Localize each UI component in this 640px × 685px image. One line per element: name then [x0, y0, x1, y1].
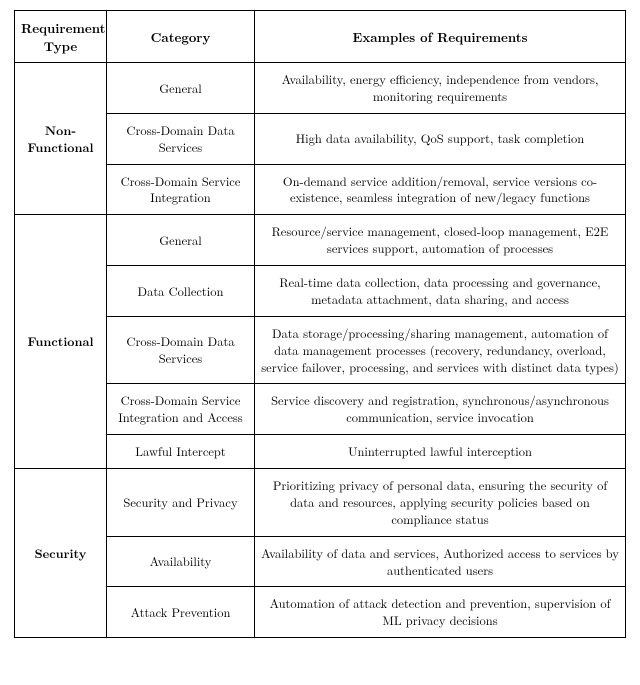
category-cell: Cross-Domain Service Integration and Acc…	[107, 384, 255, 435]
table-body: Non-Functional General Availability, ene…	[15, 63, 626, 638]
examples-cell: High data availability, QoS support, tas…	[255, 113, 626, 164]
category-cell: Security and Privacy	[107, 469, 255, 537]
type-cell-security: Security	[15, 469, 107, 638]
examples-cell: Prioritizing privacy of personal data, e…	[255, 469, 626, 537]
examples-cell: Resource/service management, closed-loop…	[255, 215, 626, 266]
category-cell: Cross-Domain Data Services	[107, 113, 255, 164]
category-cell: Attack Prevention	[107, 587, 255, 638]
table-row: Cross-Domain Service Integration On-dema…	[15, 164, 626, 215]
requirements-table-page: Requirement Type Category Examples of Re…	[0, 0, 640, 658]
examples-cell: Real-time data collection, data processi…	[255, 266, 626, 317]
examples-cell: Service discovery and registration, sync…	[255, 384, 626, 435]
col-header-type: Requirement Type	[15, 11, 107, 63]
category-cell: Availability	[107, 536, 255, 587]
table-header: Requirement Type Category Examples of Re…	[15, 11, 626, 63]
col-header-examples: Examples of Requirements	[255, 11, 626, 63]
category-cell: Lawful Intercept	[107, 435, 255, 469]
examples-cell: Data storage/processing/sharing manageme…	[255, 316, 626, 384]
examples-cell: Automation of attack detection and preve…	[255, 587, 626, 638]
table-row: Lawful Intercept Uninterrupted lawful in…	[15, 435, 626, 469]
examples-cell: On-demand service addition/removal, serv…	[255, 164, 626, 215]
category-cell: General	[107, 63, 255, 114]
table-row: Cross-Domain Data Services High data ava…	[15, 113, 626, 164]
category-cell: General	[107, 215, 255, 266]
table-row: Cross-Domain Data Services Data storage/…	[15, 316, 626, 384]
table-row: Data Collection Real-time data collectio…	[15, 266, 626, 317]
col-header-category: Category	[107, 11, 255, 63]
category-cell: Cross-Domain Data Services	[107, 316, 255, 384]
examples-cell: Uninterrupted lawful interception	[255, 435, 626, 469]
table-row: Availability Availability of data and se…	[15, 536, 626, 587]
table-row: Non-Functional General Availability, ene…	[15, 63, 626, 114]
table-row: Cross-Domain Service Integration and Acc…	[15, 384, 626, 435]
type-cell-functional: Functional	[15, 215, 107, 469]
type-cell-non-functional: Non-Functional	[15, 63, 107, 215]
category-cell: Data Collection	[107, 266, 255, 317]
table-row: Attack Prevention Automation of attack d…	[15, 587, 626, 638]
table-row: Functional General Resource/service mana…	[15, 215, 626, 266]
table-row: Security Security and Privacy Prioritizi…	[15, 469, 626, 537]
requirements-table: Requirement Type Category Examples of Re…	[14, 10, 626, 638]
category-cell: Cross-Domain Service Integration	[107, 164, 255, 215]
examples-cell: Availability of data and services, Autho…	[255, 536, 626, 587]
examples-cell: Availability, energy efficiency, indepen…	[255, 63, 626, 114]
